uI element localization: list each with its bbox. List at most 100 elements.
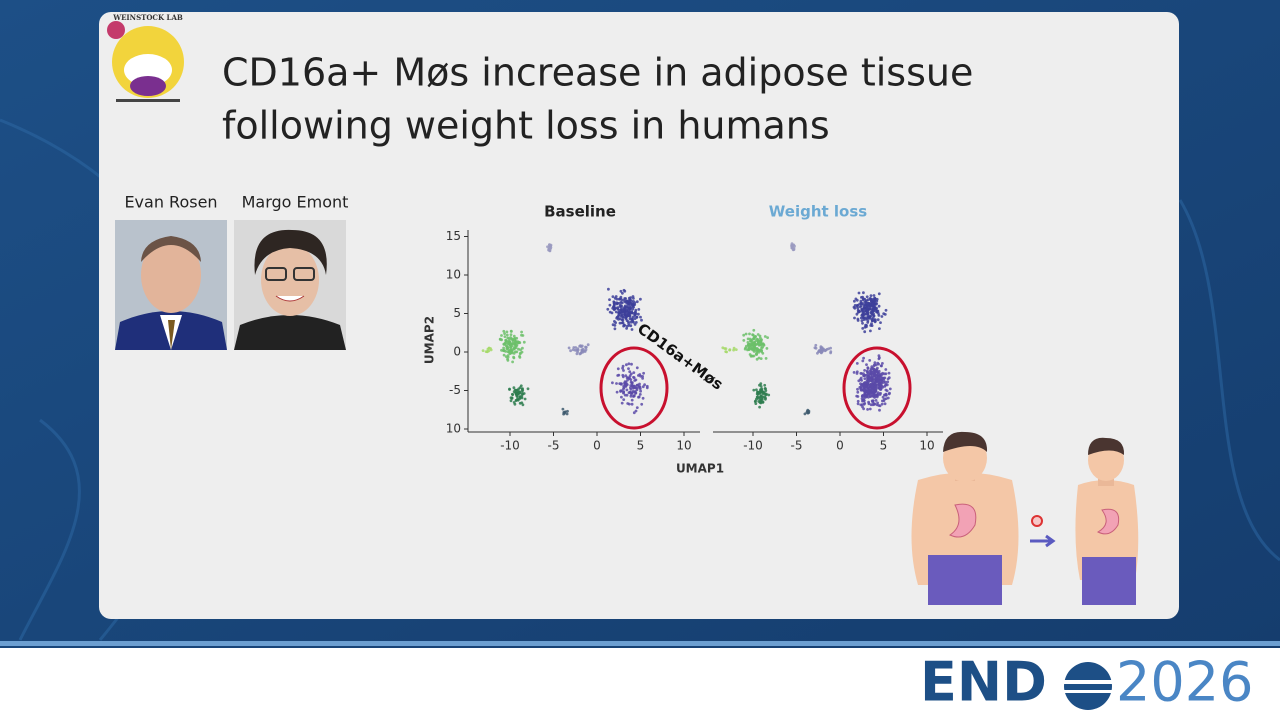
cell-point bbox=[876, 370, 879, 374]
cell-point bbox=[856, 306, 860, 310]
cell-point bbox=[856, 399, 860, 403]
cell-point bbox=[855, 312, 859, 316]
cell-point bbox=[856, 317, 860, 321]
cell-point bbox=[619, 382, 623, 386]
cell-point bbox=[878, 383, 882, 387]
cell-point bbox=[885, 389, 889, 393]
cell-point bbox=[616, 367, 620, 371]
cell-point bbox=[508, 349, 512, 352]
cell-point bbox=[755, 353, 759, 356]
cell-point bbox=[619, 295, 623, 299]
cell-point bbox=[868, 407, 872, 411]
cell-point bbox=[757, 356, 761, 360]
cell-point bbox=[863, 330, 867, 334]
cell-point bbox=[639, 297, 642, 301]
cell-point bbox=[632, 371, 636, 374]
logo-text: WEINSTOCK LAB bbox=[112, 13, 183, 22]
cell-point bbox=[884, 383, 887, 387]
y-tick-label: 5 bbox=[453, 306, 461, 320]
cell-point bbox=[865, 299, 868, 302]
cell-point bbox=[866, 408, 869, 411]
cell-point bbox=[865, 370, 869, 374]
cell-point bbox=[564, 410, 567, 414]
x-tick-label: 0 bbox=[836, 439, 844, 453]
cell-point bbox=[883, 376, 887, 380]
umap-points bbox=[721, 242, 892, 416]
cell-point bbox=[806, 409, 809, 413]
cell-point bbox=[503, 342, 507, 346]
cell-point bbox=[620, 308, 624, 312]
cell-point bbox=[746, 341, 750, 344]
cell-point bbox=[879, 391, 882, 395]
cell-point bbox=[761, 395, 765, 399]
cell-point bbox=[637, 395, 641, 399]
cell-point bbox=[515, 389, 519, 392]
cell-point bbox=[790, 243, 793, 247]
cell-point bbox=[511, 360, 514, 364]
cell-point bbox=[874, 307, 878, 311]
cell-point bbox=[877, 404, 881, 407]
cell-point bbox=[632, 300, 635, 303]
cell-point bbox=[576, 347, 580, 350]
cell-point bbox=[873, 374, 876, 378]
cell-point bbox=[561, 407, 565, 411]
cell-point bbox=[870, 324, 874, 327]
cell-point bbox=[518, 397, 521, 401]
cell-point bbox=[617, 373, 621, 377]
cell-point bbox=[620, 401, 624, 405]
cell-point bbox=[873, 299, 876, 303]
cell-point bbox=[763, 383, 767, 387]
cell-point bbox=[514, 340, 518, 344]
cell-point bbox=[508, 387, 511, 391]
cell-point bbox=[867, 389, 871, 393]
cell-point bbox=[859, 376, 863, 380]
body-after-illustration bbox=[1075, 437, 1139, 605]
cell-point bbox=[861, 313, 864, 317]
cell-point bbox=[615, 301, 619, 305]
cell-point bbox=[861, 394, 865, 397]
cell-point bbox=[867, 301, 870, 305]
cell-point bbox=[521, 334, 525, 337]
cell-point bbox=[634, 310, 637, 314]
y-tick-label: 0 bbox=[453, 345, 461, 359]
cell-point bbox=[512, 334, 516, 338]
cell-point bbox=[870, 399, 874, 403]
cell-point bbox=[608, 303, 612, 307]
cell-point bbox=[761, 401, 765, 404]
cell-point bbox=[632, 375, 635, 379]
cell-point bbox=[887, 371, 891, 375]
cell-point bbox=[518, 401, 522, 405]
cell-point bbox=[617, 311, 620, 315]
cell-point bbox=[635, 366, 639, 370]
cell-point bbox=[575, 352, 579, 356]
cell-point bbox=[866, 366, 870, 370]
cell-point bbox=[512, 355, 515, 359]
person-photo bbox=[115, 220, 227, 350]
cell-point bbox=[869, 329, 872, 333]
cell-point bbox=[881, 395, 885, 399]
cell-point bbox=[487, 346, 491, 350]
cell-point bbox=[638, 384, 641, 388]
cell-point bbox=[626, 402, 630, 405]
cell-point bbox=[758, 397, 762, 400]
cell-point bbox=[745, 344, 748, 348]
cell-point bbox=[764, 397, 767, 401]
arrow bbox=[1030, 534, 1056, 548]
cell-point bbox=[547, 247, 551, 251]
cell-point bbox=[872, 294, 876, 297]
cell-point bbox=[484, 350, 488, 353]
cell-point bbox=[519, 348, 522, 352]
cell-point bbox=[504, 338, 508, 342]
cell-point bbox=[861, 359, 865, 363]
cell-point bbox=[862, 384, 866, 388]
cell-point bbox=[502, 349, 506, 353]
cell-point bbox=[622, 369, 625, 372]
cell-point bbox=[613, 327, 617, 331]
cell-point bbox=[616, 306, 619, 310]
cell-point bbox=[506, 354, 510, 357]
cell-point bbox=[820, 350, 824, 354]
cell-point bbox=[623, 381, 626, 385]
cell-point bbox=[639, 315, 642, 319]
cell-point bbox=[630, 302, 634, 306]
cell-point bbox=[752, 354, 756, 358]
